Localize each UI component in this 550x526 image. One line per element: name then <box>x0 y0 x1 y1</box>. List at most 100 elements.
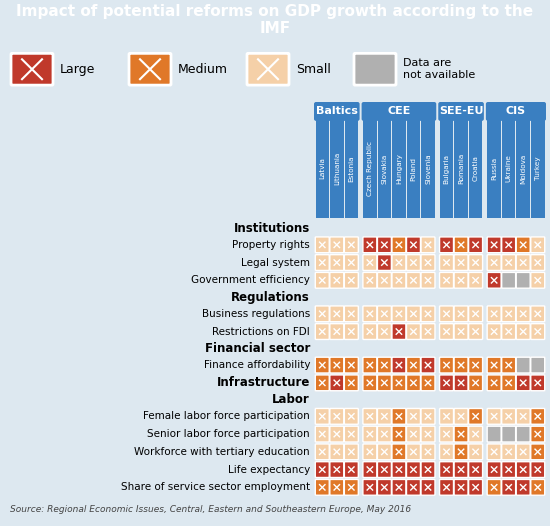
FancyBboxPatch shape <box>469 255 482 270</box>
FancyBboxPatch shape <box>454 375 468 391</box>
FancyBboxPatch shape <box>392 409 406 424</box>
FancyBboxPatch shape <box>344 409 358 424</box>
Text: Labor: Labor <box>272 393 310 406</box>
Text: Russia: Russia <box>491 157 497 180</box>
Text: Institutions: Institutions <box>234 221 310 235</box>
FancyBboxPatch shape <box>315 272 329 288</box>
FancyBboxPatch shape <box>502 426 516 442</box>
FancyBboxPatch shape <box>469 237 482 252</box>
FancyBboxPatch shape <box>502 357 516 373</box>
Text: SEE-EU: SEE-EU <box>439 106 483 116</box>
FancyBboxPatch shape <box>454 444 468 460</box>
FancyBboxPatch shape <box>392 323 406 339</box>
FancyBboxPatch shape <box>344 255 358 270</box>
FancyBboxPatch shape <box>363 272 377 288</box>
Bar <box>330 119 344 218</box>
FancyBboxPatch shape <box>469 357 482 373</box>
Text: Impact of potential reforms on GDP growth according to the IMF: Impact of potential reforms on GDP growt… <box>16 4 534 36</box>
FancyBboxPatch shape <box>516 479 530 495</box>
FancyBboxPatch shape <box>363 426 377 442</box>
Text: Romania: Romania <box>458 153 464 184</box>
FancyBboxPatch shape <box>330 237 344 252</box>
Text: Legal system: Legal system <box>241 258 310 268</box>
FancyBboxPatch shape <box>516 306 530 322</box>
FancyBboxPatch shape <box>406 323 420 339</box>
FancyBboxPatch shape <box>377 426 392 442</box>
FancyBboxPatch shape <box>363 357 377 373</box>
FancyBboxPatch shape <box>330 409 344 424</box>
Bar <box>344 119 358 218</box>
FancyBboxPatch shape <box>454 426 468 442</box>
FancyBboxPatch shape <box>454 409 468 424</box>
Text: Workforce with tertiary education: Workforce with tertiary education <box>134 447 310 457</box>
FancyBboxPatch shape <box>330 375 344 391</box>
FancyBboxPatch shape <box>469 462 482 478</box>
FancyBboxPatch shape <box>531 444 544 460</box>
Text: Property rights: Property rights <box>232 240 310 250</box>
Bar <box>314 271 546 289</box>
FancyBboxPatch shape <box>344 462 358 478</box>
FancyBboxPatch shape <box>439 237 454 252</box>
FancyBboxPatch shape <box>344 426 358 442</box>
Bar <box>502 119 515 218</box>
FancyBboxPatch shape <box>421 357 435 373</box>
FancyBboxPatch shape <box>502 255 516 270</box>
Bar <box>314 254 546 271</box>
Bar <box>314 374 546 392</box>
FancyBboxPatch shape <box>406 306 420 322</box>
FancyBboxPatch shape <box>454 479 468 495</box>
FancyBboxPatch shape <box>516 426 530 442</box>
FancyBboxPatch shape <box>502 444 516 460</box>
FancyBboxPatch shape <box>406 237 420 252</box>
FancyBboxPatch shape <box>516 375 530 391</box>
FancyBboxPatch shape <box>361 102 436 121</box>
Bar <box>314 461 546 479</box>
FancyBboxPatch shape <box>502 479 516 495</box>
Bar <box>316 119 329 218</box>
FancyBboxPatch shape <box>454 272 468 288</box>
FancyBboxPatch shape <box>531 272 544 288</box>
FancyBboxPatch shape <box>516 409 530 424</box>
FancyBboxPatch shape <box>392 426 406 442</box>
FancyBboxPatch shape <box>330 357 344 373</box>
Text: Bulgaria: Bulgaria <box>443 154 449 184</box>
FancyBboxPatch shape <box>421 323 435 339</box>
FancyBboxPatch shape <box>516 323 530 339</box>
Text: Czech Republic: Czech Republic <box>367 141 373 196</box>
FancyBboxPatch shape <box>392 255 406 270</box>
FancyBboxPatch shape <box>439 357 454 373</box>
FancyBboxPatch shape <box>315 357 329 373</box>
FancyBboxPatch shape <box>516 462 530 478</box>
FancyBboxPatch shape <box>469 323 482 339</box>
Text: Government efficiency: Government efficiency <box>191 275 310 285</box>
Bar <box>454 119 468 218</box>
FancyBboxPatch shape <box>377 237 392 252</box>
FancyBboxPatch shape <box>531 306 544 322</box>
FancyBboxPatch shape <box>421 255 435 270</box>
FancyBboxPatch shape <box>392 357 406 373</box>
FancyBboxPatch shape <box>315 426 329 442</box>
FancyBboxPatch shape <box>406 479 420 495</box>
Text: Female labor force participation: Female labor force participation <box>143 411 310 421</box>
FancyBboxPatch shape <box>421 426 435 442</box>
FancyBboxPatch shape <box>531 479 544 495</box>
FancyBboxPatch shape <box>421 409 435 424</box>
FancyBboxPatch shape <box>439 375 454 391</box>
Text: Slovenia: Slovenia <box>425 153 431 184</box>
FancyBboxPatch shape <box>421 272 435 288</box>
FancyBboxPatch shape <box>421 237 435 252</box>
FancyBboxPatch shape <box>363 444 377 460</box>
Text: Hungary: Hungary <box>396 153 402 184</box>
FancyBboxPatch shape <box>344 237 358 252</box>
FancyBboxPatch shape <box>330 462 344 478</box>
FancyBboxPatch shape <box>531 462 544 478</box>
FancyBboxPatch shape <box>330 272 344 288</box>
Text: Baltics: Baltics <box>316 106 358 116</box>
FancyBboxPatch shape <box>377 323 392 339</box>
FancyBboxPatch shape <box>469 479 482 495</box>
Text: Estonia: Estonia <box>348 155 354 182</box>
FancyBboxPatch shape <box>487 306 501 322</box>
FancyBboxPatch shape <box>531 375 544 391</box>
FancyBboxPatch shape <box>406 426 420 442</box>
FancyBboxPatch shape <box>330 306 344 322</box>
